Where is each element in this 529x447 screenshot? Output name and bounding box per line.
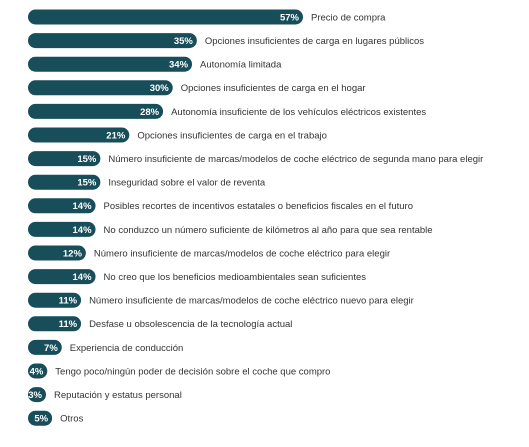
bar-value-label: 28% [140, 107, 160, 118]
bar-value-label: 14% [73, 272, 93, 283]
bar [28, 9, 303, 25]
bar-row: 35% Opciones insuficientes de carga en lu… [28, 33, 424, 49]
category-label: Posibles recortes de incentivos estatale… [104, 201, 413, 212]
bar-row: 11% Desfase u obsolescencia de la tecnolo… [28, 316, 292, 332]
bar-value-label: 3% [28, 390, 42, 401]
bar-value-label: 5% [34, 414, 48, 425]
category-label: Número insuficiente de marcas/modelos de… [94, 248, 390, 259]
bar-value-label: 34% [169, 60, 189, 71]
bar-value-label: 57% [280, 12, 300, 23]
bar [28, 151, 101, 167]
category-label: No creo que los beneficios medioambienta… [104, 272, 367, 283]
bar [28, 316, 82, 332]
bar [28, 387, 46, 403]
bar-row: 30% Opciones insuficientes de carga en el… [28, 80, 366, 96]
bar [28, 269, 96, 285]
bar [28, 363, 48, 379]
bar-value-label: 15% [77, 154, 97, 165]
bar-value-label: 11% [59, 296, 78, 307]
bar-row: 15% Número insuficiente de marcas/modelos… [28, 151, 483, 167]
bar [28, 410, 53, 426]
bar-value-label: 14% [73, 225, 93, 236]
category-label: Reputación y estatus personal [54, 390, 182, 401]
bar-row: 15% Inseguridad sobre el valor de reventa [28, 174, 266, 190]
bar [28, 33, 197, 49]
category-label: Experiencia de conducción [70, 343, 184, 354]
bar-value-label: 11% [59, 319, 78, 330]
bar [28, 56, 193, 72]
bar-row: 14% No creo que los beneficios medioambie… [28, 269, 367, 285]
bar-value-label: 35% [174, 36, 194, 47]
bar [28, 80, 173, 96]
category-label: Desfase u obsolescencia de la tecnología… [89, 319, 292, 330]
bar-value-label: 12% [63, 248, 83, 259]
bar-row: 21% Opciones insuficientes de carga en el… [28, 127, 327, 143]
bar [28, 245, 86, 261]
bar [28, 174, 101, 190]
category-label: Precio de compra [311, 12, 386, 23]
bar-value-label: 15% [77, 178, 97, 189]
category-label: Otros [60, 414, 83, 425]
bars-layer: 57% Precio de compra 35% Opciones insuficie… [28, 9, 483, 426]
bar-row: 57% Precio de compra [28, 9, 386, 25]
bar-row: 14% Posibles recortes de incentivos estat… [28, 198, 413, 214]
bar-value-label: 7% [44, 343, 58, 354]
bar-row: 5% Otros [28, 410, 84, 426]
bar [28, 339, 62, 355]
bar-row: 4% Tengo poco/ningún poder de decisión so… [28, 363, 330, 379]
bar-row: 28% Autonomía insuficiente de los vehícul… [28, 103, 426, 119]
bar-value-label: 30% [150, 83, 170, 94]
bar-row: 3% Reputación y estatus personal [28, 387, 182, 403]
bar-row: 34% Autonomía limitada [28, 56, 282, 72]
category-label: Número insuficiente de marcas/modelos de… [108, 154, 483, 165]
category-label: Opciones insuficientes de carga en el ho… [181, 83, 366, 94]
category-label: Autonomía insuficiente de los vehículos … [171, 107, 426, 118]
bar-row: 12% Número insuficiente de marcas/modelos… [28, 245, 390, 261]
bar [28, 103, 164, 119]
category-label: Número insuficiente de marcas/modelos de… [89, 296, 414, 307]
bar-row: 14% No conduzco un número suficiente de k… [28, 221, 433, 237]
bar-row: 7% Experiencia de conducción [28, 339, 184, 355]
bar-value-label: 21% [106, 130, 126, 141]
bar-value-label: 4% [30, 366, 44, 377]
bar [28, 221, 96, 237]
bar [28, 292, 82, 308]
category-label: Inseguridad sobre el valor de reventa [108, 178, 266, 189]
bar [28, 198, 96, 214]
category-label: Autonomía limitada [200, 60, 282, 71]
category-label: Opciones insuficientes de carga en lugar… [205, 36, 424, 47]
category-label: Tengo poco/ningún poder de decisión sobr… [55, 366, 330, 377]
bar [28, 127, 130, 143]
category-label: Opciones insuficientes de carga en el tr… [137, 130, 327, 141]
bar-row: 11% Número insuficiente de marcas/modelos… [28, 292, 414, 308]
bar-value-label: 14% [73, 201, 93, 212]
category-label: No conduzco un número suficiente de kiló… [104, 225, 433, 236]
